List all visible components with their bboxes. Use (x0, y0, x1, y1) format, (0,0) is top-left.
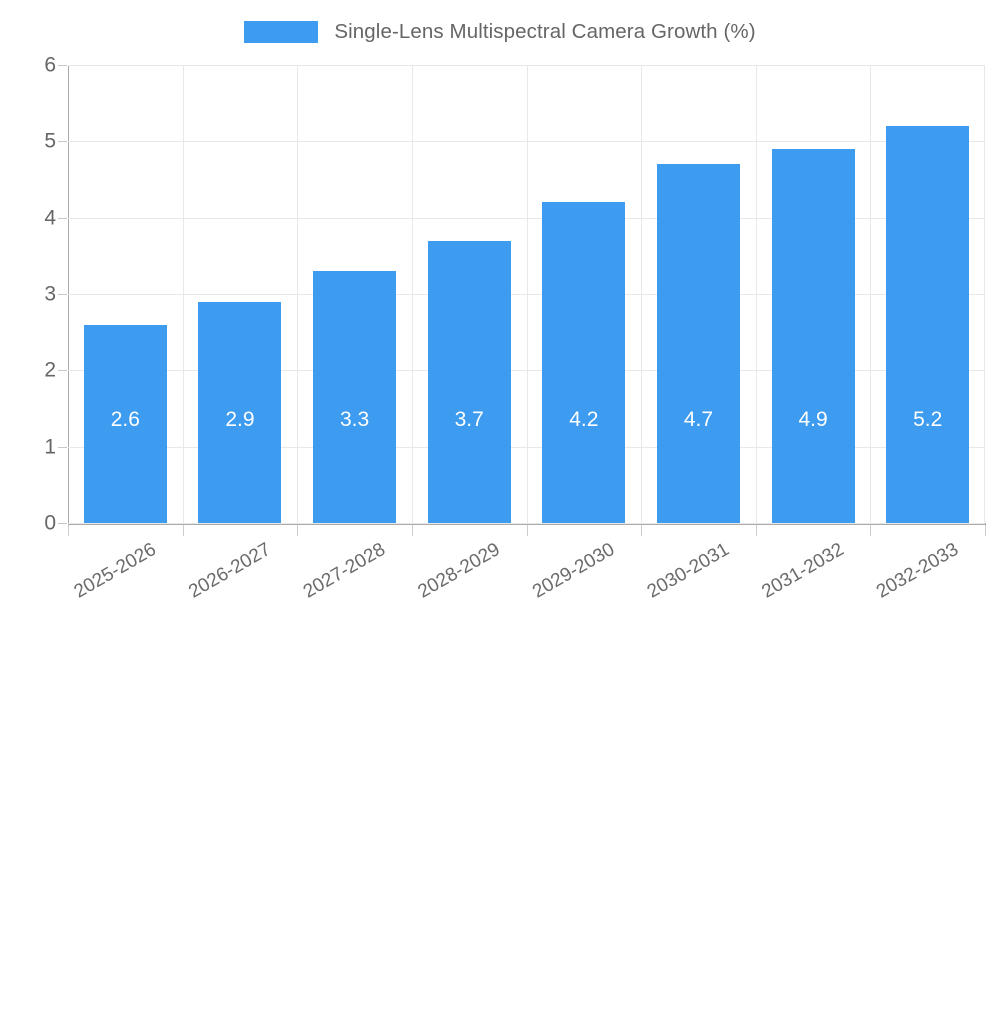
y-tick-mark (58, 217, 67, 219)
x-tick-label: 2029-2030 (529, 539, 619, 603)
x-tick-label: 2028-2029 (414, 539, 504, 603)
bar-value-label: 2.9 (225, 408, 255, 431)
legend-swatch-series-1[interactable] (244, 21, 319, 43)
bar[interactable]: 3.7 (427, 240, 511, 523)
x-gridline (297, 65, 299, 523)
x-gridline (755, 65, 757, 523)
y-tick-mark (58, 65, 67, 66)
y-tick-label: 5 (44, 129, 56, 153)
x-tick-mark (297, 525, 299, 536)
bar-chart: Single-Lens Multispectral Camera Growth … (0, 14, 1000, 603)
x-gridline (870, 65, 872, 523)
x-tick-mark (526, 525, 528, 536)
bar-value-label: 3.7 (454, 408, 484, 431)
bar-value-label: 5.2 (913, 408, 943, 431)
y-gridline (68, 523, 985, 524)
x-gridline (411, 65, 413, 523)
y-axis-tick-labels: 0 1 2 3 4 5 6 (0, 55, 67, 534)
y-tick-mark (58, 141, 67, 143)
x-gridline (526, 65, 528, 523)
legend-label-series-1[interactable]: Single-Lens Multispectral Camera Growth … (334, 20, 756, 43)
x-axis-line (68, 523, 986, 525)
plot-area: 2.6 2.9 3.3 3.7 4.2 4.7 4.9 5.2 (68, 65, 985, 524)
bar[interactable]: 4.7 (656, 164, 740, 523)
x-tick-mark (411, 525, 413, 536)
y-tick-label: 1 (44, 435, 56, 459)
x-tick-mark (985, 525, 986, 536)
chart-legend: Single-Lens Multispectral Camera Growth … (0, 14, 1000, 50)
bar-value-label: 4.9 (798, 408, 828, 431)
bar[interactable]: 5.2 (886, 126, 970, 523)
y-tick-label: 4 (44, 206, 56, 230)
y-tick-label: 0 (44, 511, 56, 535)
bar[interactable]: 2.6 (83, 324, 167, 523)
bar[interactable]: 3.3 (313, 271, 397, 523)
bar-value-label: 4.2 (569, 408, 599, 431)
x-tick-mark (641, 525, 643, 536)
bar[interactable]: 4.2 (542, 202, 626, 523)
x-tick-mark (182, 525, 184, 536)
x-tick-label: 2031-2032 (758, 539, 848, 603)
bar-value-label: 3.3 (339, 408, 370, 431)
x-gridline (641, 65, 643, 523)
bar[interactable]: 2.9 (198, 301, 282, 523)
y-tick-mark (58, 294, 67, 295)
bar-value-label: 4.7 (683, 408, 714, 431)
x-tick-mark (870, 525, 872, 536)
y-tick-mark (58, 446, 67, 448)
y-tick-mark (58, 370, 67, 372)
y-tick-label: 6 (44, 53, 56, 77)
x-tick-mark (755, 525, 757, 536)
bar[interactable]: 4.9 (771, 148, 855, 523)
x-tick-mark (68, 525, 69, 536)
y-tick-mark (58, 523, 67, 524)
bar-value-label: 2.6 (110, 408, 140, 431)
x-gridline (182, 65, 184, 523)
y-tick-label: 3 (44, 282, 56, 306)
y-tick-label: 2 (44, 358, 56, 382)
